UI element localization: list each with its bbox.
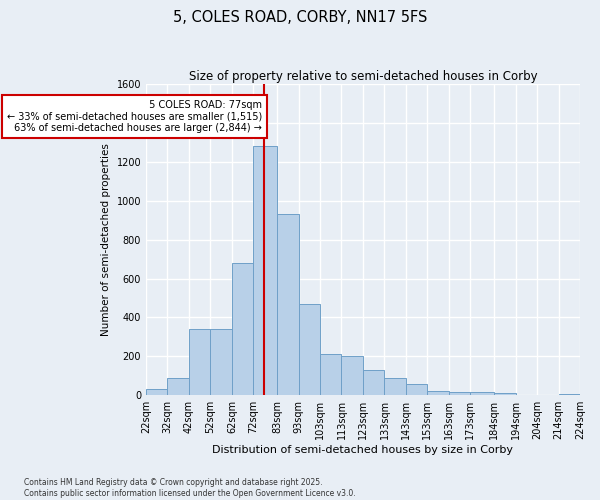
Y-axis label: Number of semi-detached properties: Number of semi-detached properties bbox=[101, 143, 111, 336]
Bar bbox=[449, 392, 470, 395]
Bar bbox=[167, 378, 189, 395]
Bar bbox=[211, 329, 232, 395]
Bar bbox=[470, 392, 494, 395]
Bar bbox=[363, 370, 385, 395]
Bar bbox=[277, 214, 299, 395]
Bar bbox=[427, 392, 449, 395]
Bar bbox=[559, 394, 580, 395]
X-axis label: Distribution of semi-detached houses by size in Corby: Distribution of semi-detached houses by … bbox=[212, 445, 514, 455]
Title: Size of property relative to semi-detached houses in Corby: Size of property relative to semi-detach… bbox=[188, 70, 537, 83]
Bar bbox=[320, 354, 341, 395]
Bar bbox=[232, 263, 253, 395]
Bar bbox=[253, 146, 277, 395]
Bar bbox=[494, 394, 515, 395]
Bar bbox=[189, 329, 211, 395]
Text: Contains HM Land Registry data © Crown copyright and database right 2025.
Contai: Contains HM Land Registry data © Crown c… bbox=[24, 478, 356, 498]
Text: 5 COLES ROAD: 77sqm
← 33% of semi-detached houses are smaller (1,515)
 63% of se: 5 COLES ROAD: 77sqm ← 33% of semi-detach… bbox=[7, 100, 262, 133]
Bar bbox=[299, 304, 320, 395]
Bar bbox=[406, 384, 427, 395]
Bar bbox=[341, 356, 363, 395]
Bar bbox=[146, 390, 167, 395]
Text: 5, COLES ROAD, CORBY, NN17 5FS: 5, COLES ROAD, CORBY, NN17 5FS bbox=[173, 10, 427, 25]
Bar bbox=[385, 378, 406, 395]
